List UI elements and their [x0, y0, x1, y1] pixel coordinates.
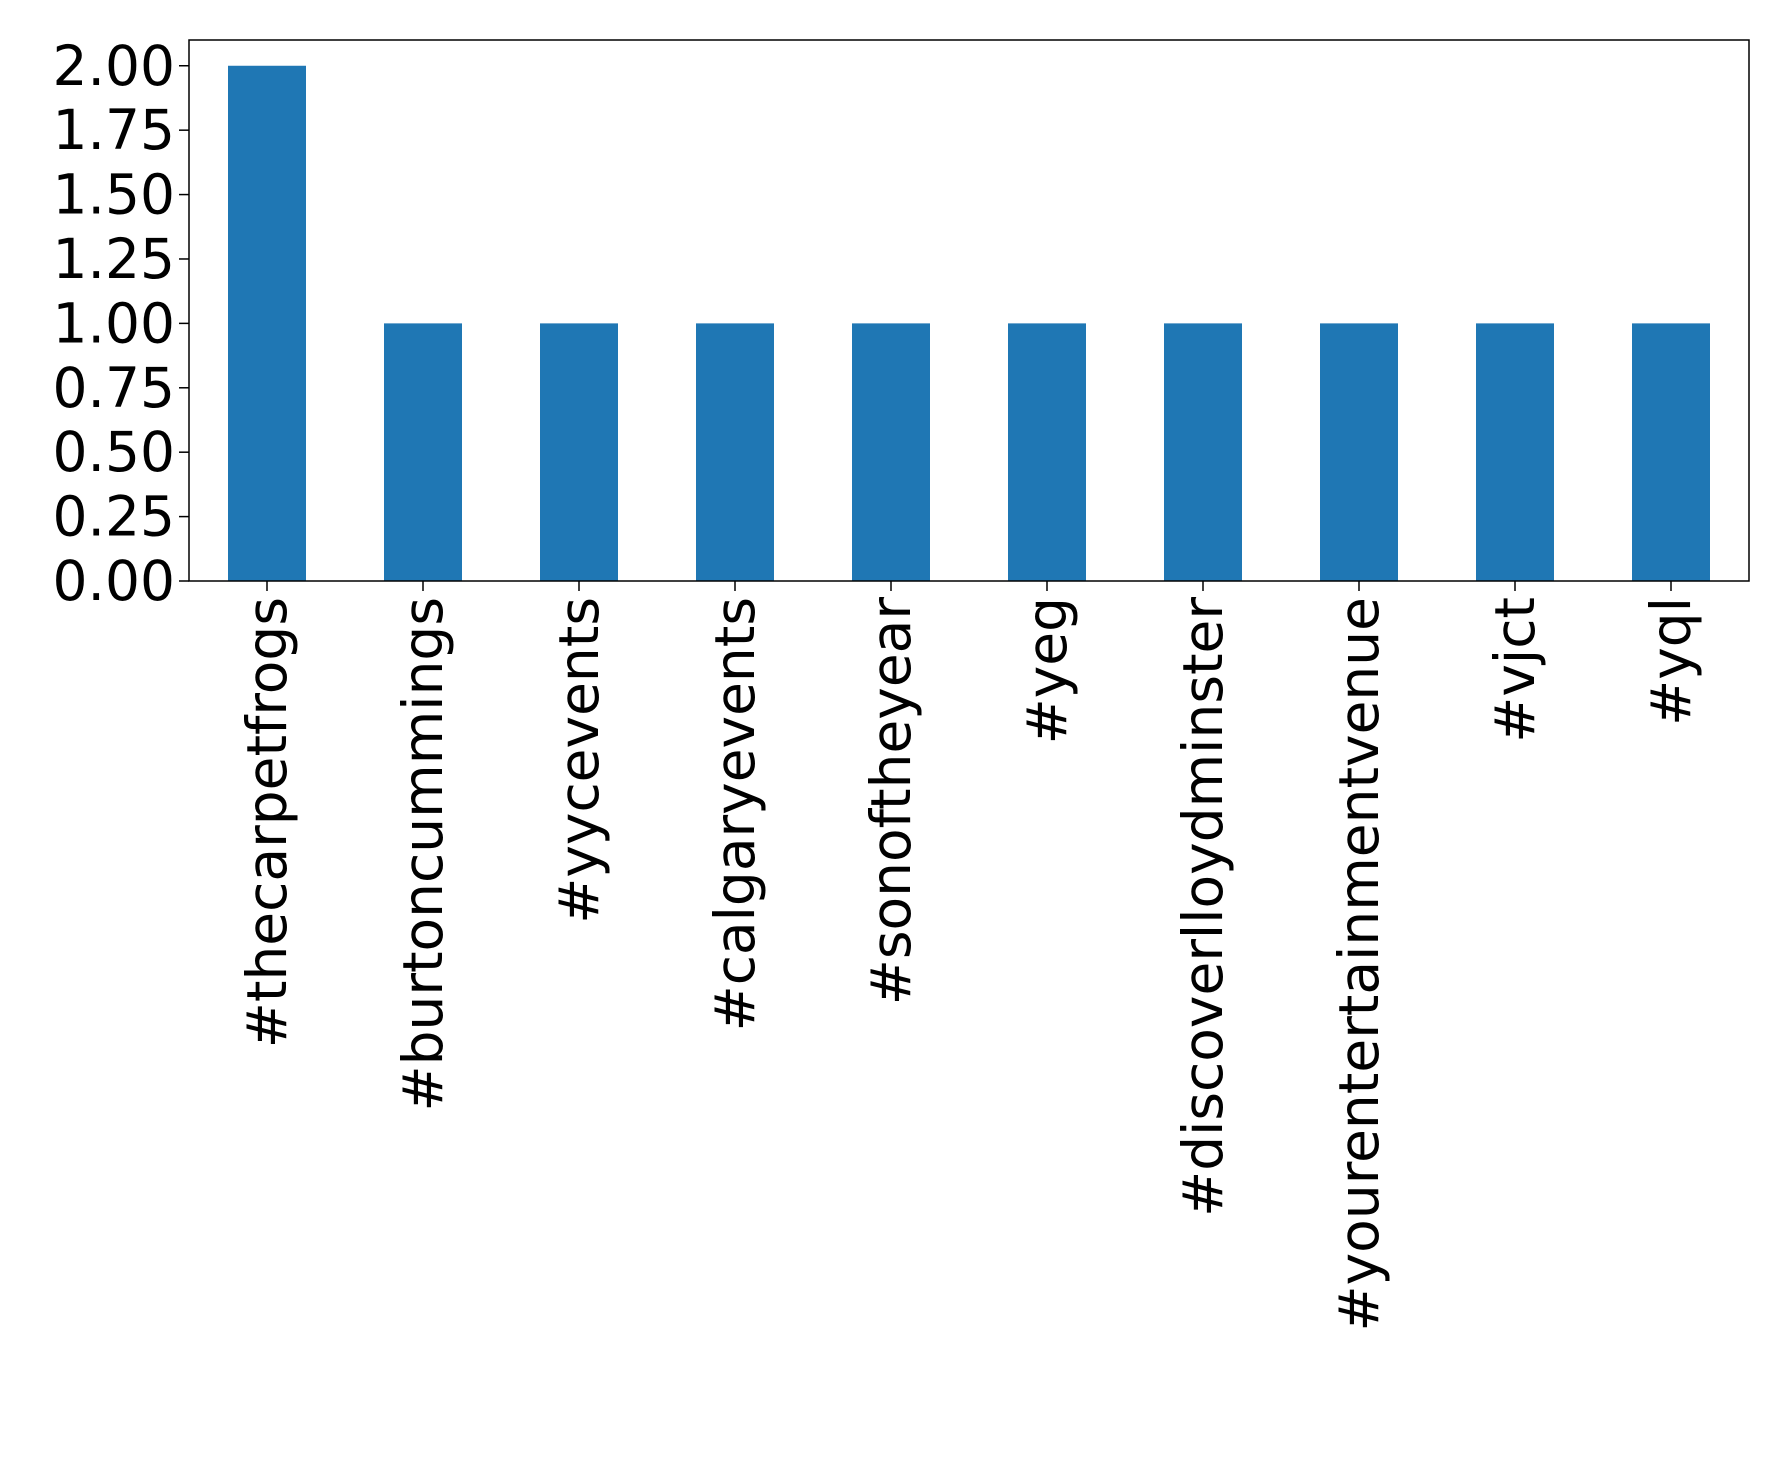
y-tick-label: 0.25: [53, 485, 175, 549]
x-tick-label: #yourentertainmentvenue: [1327, 597, 1391, 1331]
bar: [1320, 323, 1398, 581]
y-tick-label: 1.75: [53, 98, 175, 162]
x-tick-label: #vjct: [1483, 597, 1547, 743]
bar: [384, 323, 462, 581]
x-tick-label: #calgaryevents: [703, 597, 767, 1031]
bar: [540, 323, 618, 581]
y-tick-label: 1.25: [53, 227, 175, 291]
bar: [1476, 323, 1554, 581]
x-tick-label: #sonoftheyear: [859, 597, 923, 1006]
bar: [1164, 323, 1242, 581]
y-tick-label: 1.00: [53, 291, 175, 355]
y-tick-label: 1.50: [53, 163, 175, 227]
x-tick-label: #yeg: [1015, 597, 1079, 744]
y-tick-label: 2.00: [53, 34, 175, 98]
x-tick-label: #yycevents: [547, 597, 611, 924]
bar: [228, 65, 306, 581]
y-tick-label: 0.50: [53, 420, 175, 484]
bar: [852, 323, 930, 581]
bar: [696, 323, 774, 581]
bar: [1008, 323, 1086, 581]
bar: [1632, 323, 1710, 581]
x-tick-label: #yql: [1639, 597, 1703, 726]
x-tick-label: #thecarpetfrogs: [235, 597, 299, 1048]
x-tick-label: #discoverlloydminster: [1171, 597, 1235, 1217]
y-tick-label: 0.75: [53, 356, 175, 420]
y-tick-label: 0.00: [53, 549, 175, 613]
plot-frame: [188, 39, 1750, 582]
x-tick-label: #burtoncummings: [391, 597, 455, 1112]
